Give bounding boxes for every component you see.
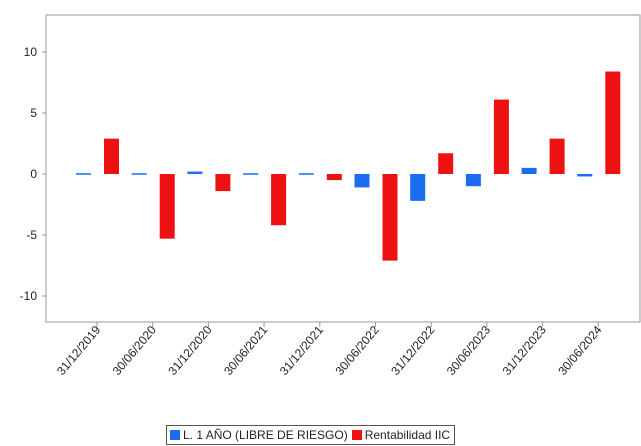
bar-fund-return [271, 174, 287, 226]
legend-item-risk-free: L. 1 AÑO (LIBRE DE RIESGO) [170, 428, 348, 442]
bar-fund-return [549, 138, 565, 174]
bar-risk-free [298, 173, 314, 175]
x-tick-label: 30/06/2020 [110, 323, 160, 378]
legend-swatch-fund-return [351, 430, 362, 440]
x-tick-label: 30/06/2024 [555, 323, 605, 378]
bar-risk-free [243, 173, 259, 175]
x-tick-label: 30/06/2021 [221, 323, 271, 378]
bar-risk-free [521, 167, 537, 174]
bar-fund-return [605, 71, 621, 174]
x-axis: 31/12/2019 30/06/2020 31/12/2020 30/06/2021… [54, 322, 605, 378]
bar-risk-free [354, 174, 370, 188]
bar-fund-return [493, 99, 509, 174]
y-axis: 10 5 0 -5 -10 [20, 45, 46, 303]
bar-risk-free [465, 174, 481, 187]
bars-group [76, 71, 621, 261]
bar-fund-return [382, 174, 398, 261]
bar-fund-return [159, 174, 175, 239]
y-tick-label: 10 [24, 45, 38, 59]
bar-risk-free [410, 174, 426, 201]
x-tick-label: 31/12/2020 [165, 323, 215, 378]
bar-fund-return [104, 138, 119, 174]
x-tick-label: 31/12/2022 [388, 323, 438, 378]
y-tick-label: -10 [20, 289, 38, 303]
x-tick-label: 31/12/2019 [54, 323, 104, 378]
legend-label-risk-free: L. 1 AÑO (LIBRE DE RIESGO) [183, 428, 348, 442]
x-tick-label: 30/06/2022 [332, 323, 382, 378]
bar-risk-free [187, 171, 203, 174]
bar-risk-free [76, 173, 91, 175]
bar-fund-return [215, 174, 231, 192]
bar-fund-return [326, 174, 342, 181]
plot-frame [45, 14, 641, 323]
x-tick-label: 30/06/2023 [444, 323, 494, 378]
bar-risk-free [577, 174, 593, 177]
legend-label-fund-return: Rentabilidad IIC [364, 428, 451, 442]
legend-item-fund-return: Rentabilidad IIC [351, 428, 451, 442]
x-tick-label: 31/12/2023 [500, 323, 550, 378]
legend-swatch-risk-free [170, 430, 180, 440]
x-tick-label: 31/12/2021 [277, 323, 327, 378]
y-tick-label: -5 [26, 228, 37, 242]
bar-fund-return [438, 153, 454, 174]
y-tick-label: 5 [30, 106, 37, 120]
legend: L. 1 AÑO (LIBRE DE RIESGO) Rentabilidad … [166, 425, 456, 445]
y-tick-label: 0 [30, 167, 37, 181]
bar-risk-free [131, 173, 147, 175]
